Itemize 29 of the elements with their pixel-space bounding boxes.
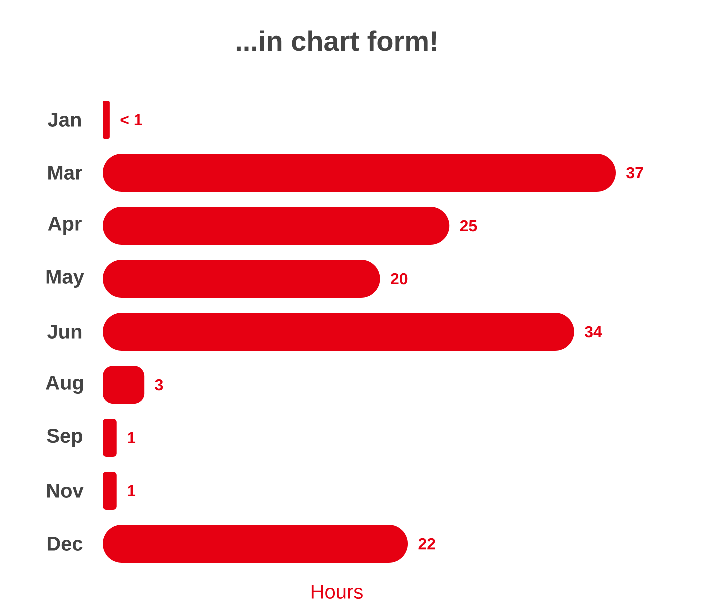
y-tick-label: Jun xyxy=(48,325,82,339)
y-tick-label: Sep xyxy=(47,428,83,448)
bar xyxy=(103,419,117,458)
data-label: 1 xyxy=(128,486,136,497)
bar xyxy=(103,260,380,298)
data-label: 34 xyxy=(584,326,602,338)
y-tick-label: Mar xyxy=(48,166,82,180)
y-tick-label: Aug xyxy=(46,376,84,394)
bar xyxy=(103,366,145,404)
data-label: 1 xyxy=(128,432,136,444)
bar xyxy=(103,154,616,192)
y-tick-label: May xyxy=(46,270,84,288)
x-axis-title: Hours xyxy=(312,585,363,599)
data-label: 37 xyxy=(626,167,644,179)
bar xyxy=(103,313,574,351)
bar xyxy=(103,472,117,510)
y-tick-label: Jan xyxy=(48,113,81,127)
y-tick-label: Dec xyxy=(48,537,83,551)
data-label: 25 xyxy=(460,220,478,232)
data-label: < 1 xyxy=(120,114,142,126)
bar xyxy=(103,207,450,245)
bar xyxy=(103,101,110,140)
y-tick-label: Nov xyxy=(47,484,84,498)
data-label: 22 xyxy=(418,538,436,550)
chart-title: ...in chart form! xyxy=(236,30,436,52)
bar xyxy=(103,525,408,564)
data-label: 3 xyxy=(155,379,164,391)
data-label: 20 xyxy=(391,273,408,285)
y-tick-label: Apr xyxy=(48,217,82,235)
